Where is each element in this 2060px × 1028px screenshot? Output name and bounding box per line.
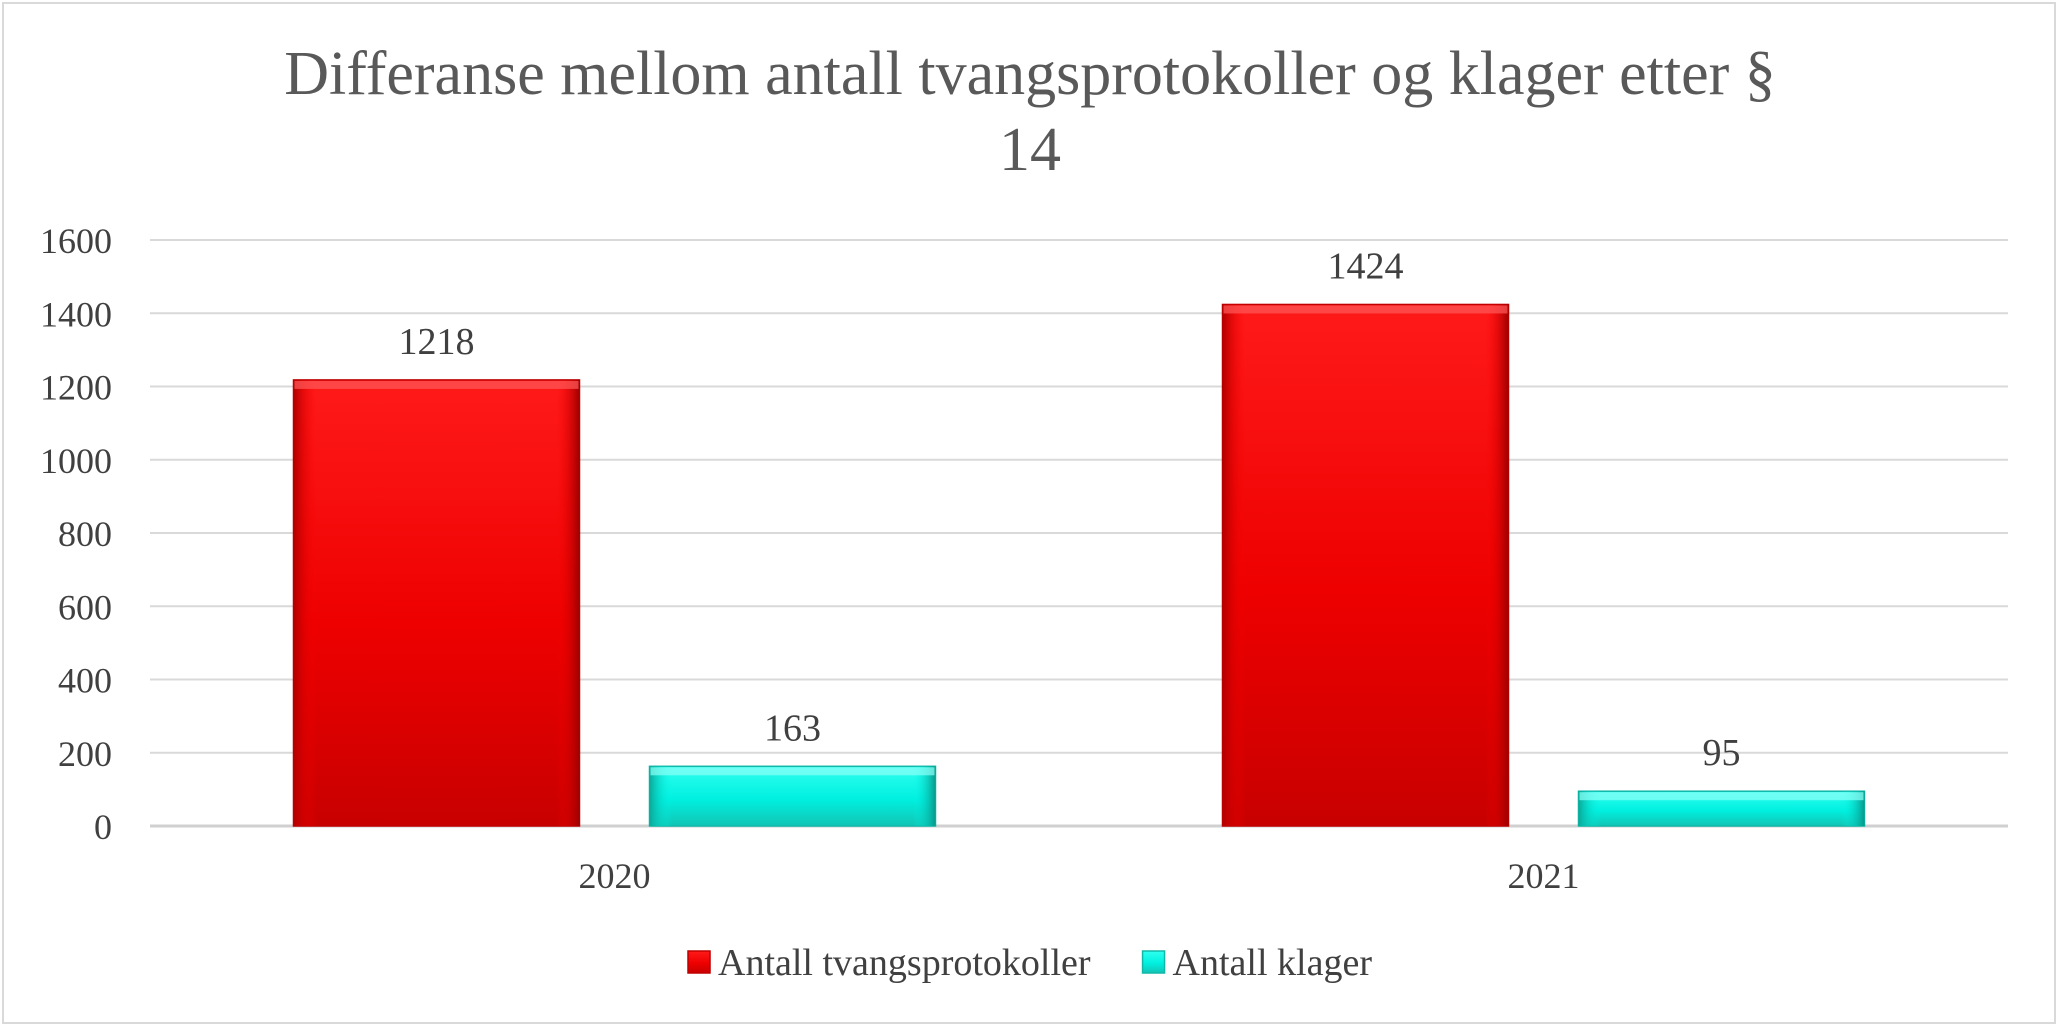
- x-tick-label: 2020: [579, 856, 651, 896]
- y-tick-label: 1600: [40, 221, 112, 261]
- y-tick-label: 1200: [40, 368, 112, 408]
- y-tick-label: 800: [58, 514, 112, 554]
- legend-label: Antall klager: [1173, 942, 1373, 984]
- y-tick-label: 400: [58, 661, 112, 701]
- chart-title-line-1: Differanse mellom antall tvangsprotokoll…: [284, 40, 1776, 108]
- bar-bevel: [649, 766, 936, 826]
- legend-label: Antall tvangsprotokoller: [718, 942, 1091, 984]
- x-tick-label: 2021: [1508, 856, 1580, 896]
- legend-swatch: [1141, 950, 1166, 974]
- data-label: 1218: [399, 321, 475, 363]
- y-tick-label: 0: [94, 807, 112, 847]
- y-tick-label: 1400: [40, 294, 112, 334]
- bar-highlight: [1223, 305, 1508, 314]
- bar-bevel: [1222, 304, 1509, 827]
- bar-bevel: [293, 379, 580, 826]
- bar-highlight: [650, 767, 935, 776]
- x-axis-tick-labels: 2020 2021: [579, 856, 1580, 896]
- y-tick-label: 200: [58, 734, 112, 774]
- bars: [292, 303, 1866, 827]
- legend: Antall tvangsprotokoller Antall klager: [687, 942, 1373, 984]
- bar-highlight: [294, 380, 579, 389]
- data-label: 163: [764, 707, 821, 749]
- data-label: 1424: [1328, 245, 1404, 287]
- y-tick-label: 600: [58, 587, 112, 627]
- data-labels: 1218 163 1424 95: [399, 245, 1741, 774]
- bar-highlight: [1579, 792, 1864, 801]
- y-tick-label: 1000: [40, 441, 112, 481]
- chart-title-line-2: 14: [999, 116, 1061, 184]
- y-axis-tick-labels: 0 200 400 600 800 1000 1200 1400 1600: [40, 221, 112, 847]
- data-label: 95: [1703, 732, 1741, 774]
- legend-swatch: [687, 950, 711, 974]
- chart-title: Differanse mellom antall tvangsprotokoll…: [284, 40, 1776, 184]
